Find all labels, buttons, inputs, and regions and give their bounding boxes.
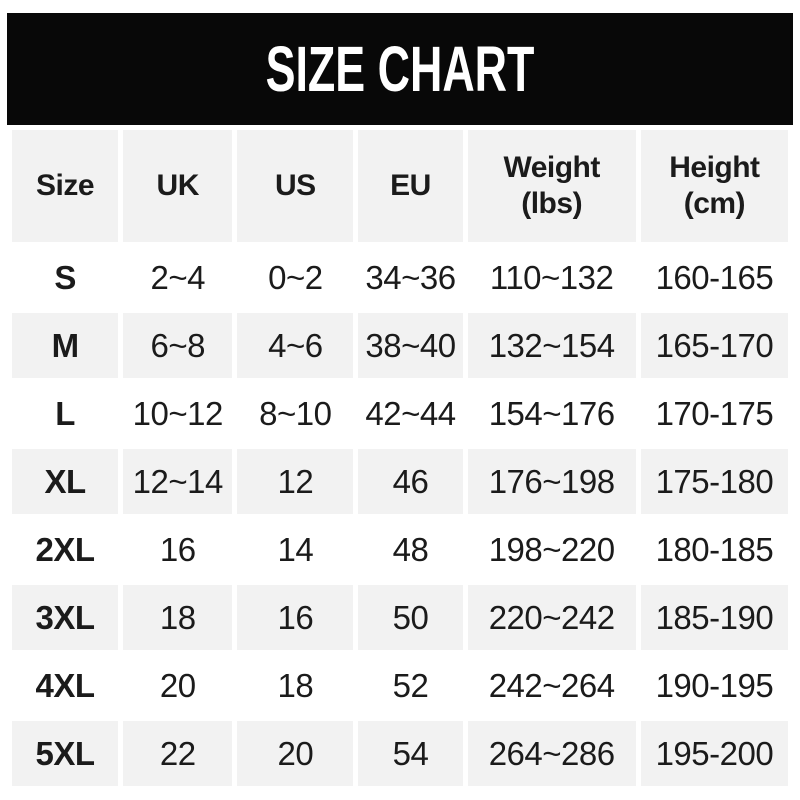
cell-size: 5XL — [12, 721, 119, 786]
cell-weight: 110~132 — [489, 258, 614, 296]
table-row: 2XL 16 14 48 198~220 180-185 — [12, 517, 788, 582]
table-row: 4XL 20 18 52 242~264 190-195 — [12, 653, 788, 718]
cell-size: S — [54, 258, 76, 296]
cell-size: 3XL — [12, 585, 119, 650]
cell-uk: 16 — [159, 530, 196, 568]
title-banner: SIZE CHART — [7, 13, 793, 125]
column-header-label: Weight — [503, 151, 600, 184]
table-row: 5XL 22 20 54 264~286 195-200 — [12, 721, 788, 786]
cell-eu: 54 — [358, 721, 463, 786]
cell-eu: 38~40 — [358, 313, 463, 378]
cell-us: 0~2 — [268, 258, 323, 296]
cell-weight: 264~286 — [467, 721, 636, 786]
cell-height: 160-165 — [655, 258, 774, 296]
table-row: 3XL 18 16 50 220~242 185-190 — [12, 585, 788, 650]
cell-height: 170-175 — [655, 394, 774, 432]
cell-eu: 34~36 — [365, 258, 456, 296]
column-header-size: Size — [12, 130, 119, 242]
column-header-label: Size — [36, 169, 95, 202]
cell-height: 165-170 — [640, 313, 788, 378]
table-header-row: Size UK US EU Weight (lbs) — [12, 130, 788, 242]
cell-height: 180-185 — [655, 530, 774, 568]
cell-uk: 10~12 — [132, 394, 224, 432]
cell-eu: 52 — [392, 666, 429, 704]
cell-us: 16 — [237, 585, 354, 650]
column-header-height: Height (cm) — [640, 130, 788, 242]
cell-size: M — [12, 313, 119, 378]
cell-uk: 22 — [123, 721, 233, 786]
cell-weight: 132~154 — [467, 313, 636, 378]
cell-height: 185-190 — [640, 585, 788, 650]
cell-weight: 242~264 — [488, 666, 615, 704]
table-row: XL 12~14 12 46 176~198 175-180 — [12, 449, 788, 514]
table-row: S 2~4 0~2 34~36 110~132 160-165 — [12, 245, 788, 310]
column-header-label: EU — [390, 169, 431, 202]
size-chart-table: Size UK US EU Weight (lbs) — [7, 127, 793, 789]
cell-weight: 154~176 — [488, 394, 615, 432]
column-header-label: US — [275, 169, 316, 202]
cell-uk: 12~14 — [123, 449, 233, 514]
cell-us: 14 — [277, 530, 314, 568]
table-row: M 6~8 4~6 38~40 132~154 165-170 — [12, 313, 788, 378]
page-title: SIZE CHART — [265, 33, 535, 105]
cell-weight: 198~220 — [488, 530, 615, 568]
column-header-us: US — [237, 130, 354, 242]
column-header-eu: EU — [358, 130, 463, 242]
cell-eu: 46 — [358, 449, 463, 514]
cell-us: 8~10 — [259, 394, 332, 432]
size-chart-page: SIZE CHART Size UK US — [0, 13, 800, 800]
cell-eu: 42~44 — [365, 394, 456, 432]
cell-us: 4~6 — [237, 313, 354, 378]
cell-us: 12 — [237, 449, 354, 514]
column-header-uk: UK — [123, 130, 233, 242]
cell-height: 175-180 — [640, 449, 788, 514]
cell-uk: 6~8 — [123, 313, 233, 378]
column-header-weight: Weight (lbs) — [467, 130, 636, 242]
cell-weight: 220~242 — [467, 585, 636, 650]
column-header-label: UK — [156, 169, 200, 202]
cell-weight: 176~198 — [467, 449, 636, 514]
table-body: S 2~4 0~2 34~36 110~132 160-165 M 6~8 4~6 38~40 13… — [12, 245, 788, 786]
cell-size: 4XL — [35, 666, 96, 704]
cell-uk: 20 — [159, 666, 196, 704]
cell-size: L — [55, 394, 75, 432]
cell-uk: 18 — [123, 585, 233, 650]
cell-height: 195-200 — [640, 721, 788, 786]
cell-us: 20 — [237, 721, 354, 786]
cell-eu: 48 — [392, 530, 429, 568]
cell-size: 2XL — [35, 530, 96, 568]
cell-us: 18 — [277, 666, 314, 704]
cell-size: XL — [12, 449, 119, 514]
cell-uk: 2~4 — [150, 258, 205, 296]
table-row: L 10~12 8~10 42~44 154~176 170-175 — [12, 381, 788, 446]
cell-eu: 50 — [358, 585, 463, 650]
column-header-label: Height — [669, 151, 760, 184]
column-header-sublabel: (lbs) — [521, 187, 583, 220]
cell-height: 190-195 — [655, 666, 774, 704]
column-header-sublabel: (cm) — [683, 187, 746, 220]
